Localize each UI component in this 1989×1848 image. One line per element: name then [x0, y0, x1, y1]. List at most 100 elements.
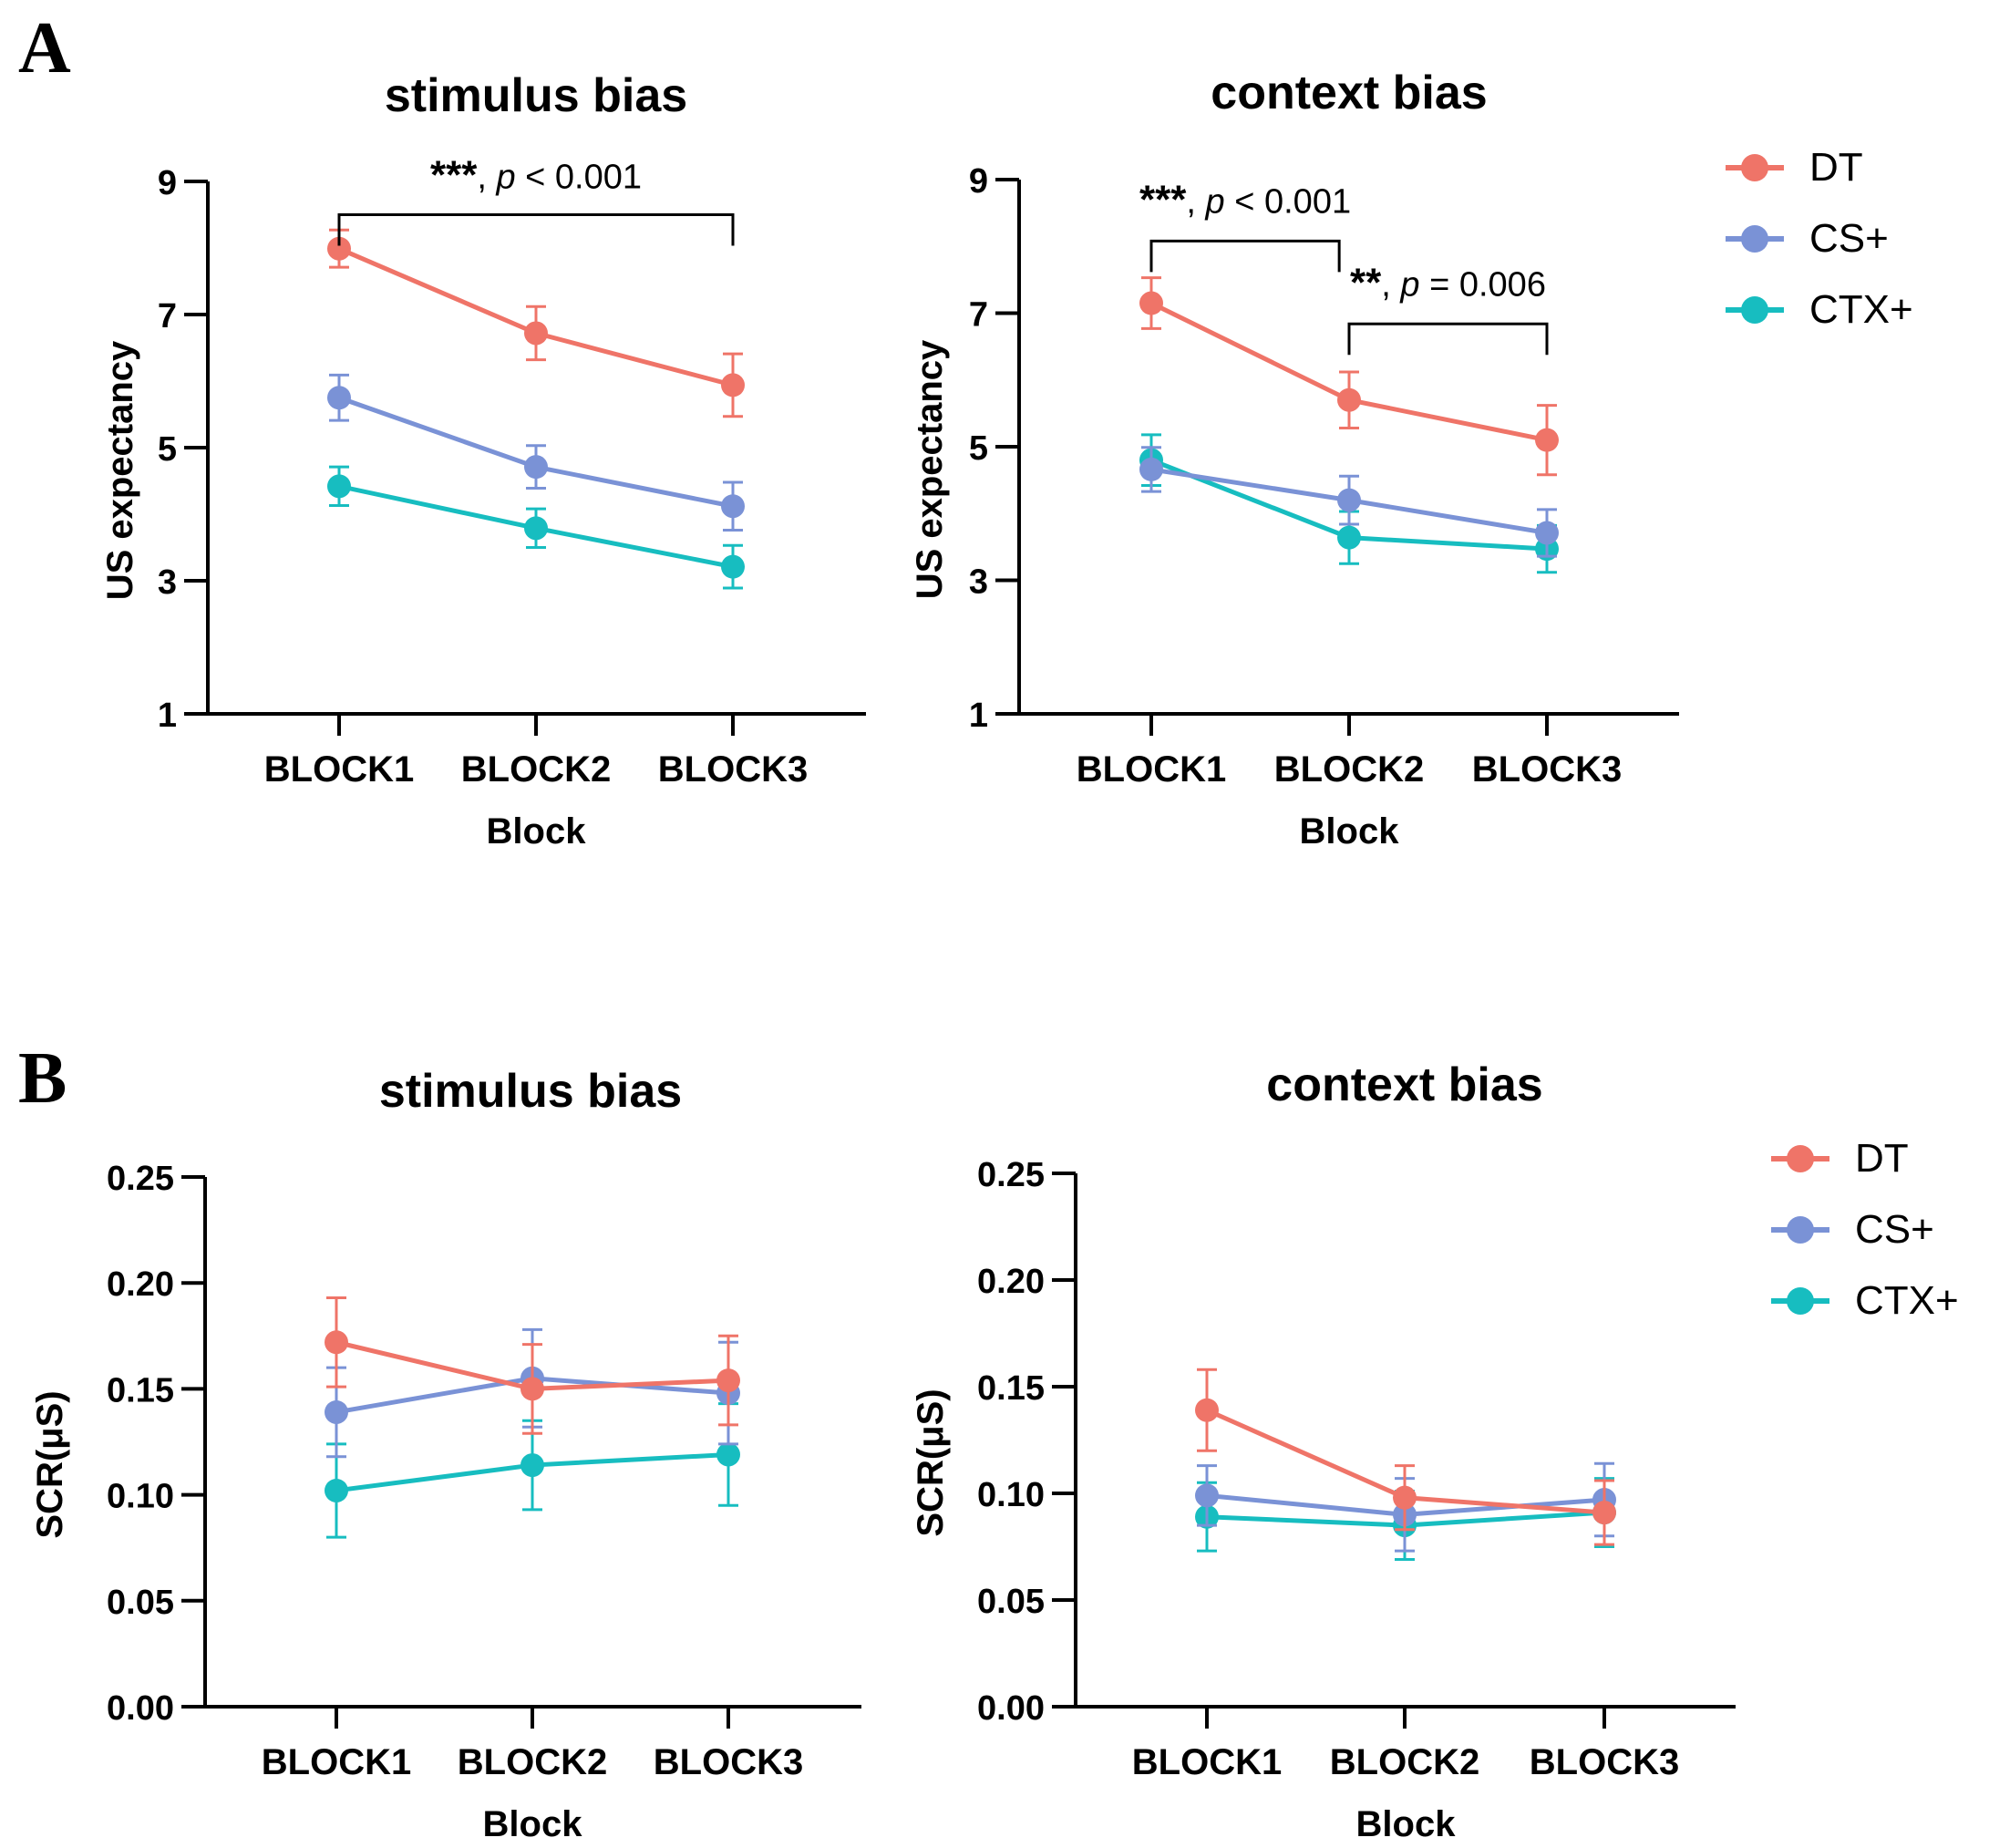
chart-title: stimulus bias [385, 69, 687, 122]
significance-stars: *** [430, 152, 478, 197]
significance-value: < 0.001 [516, 158, 642, 196]
significance-label: ***, p < 0.001 [1139, 178, 1351, 222]
y-tick-label: 7 [969, 296, 988, 335]
x-tick-label: BLOCK3 [658, 749, 808, 790]
legend-label: DT [1855, 1136, 1909, 1181]
data-point [520, 1377, 544, 1401]
data-point [1139, 457, 1163, 481]
significance-stars: *** [1139, 178, 1187, 222]
significance-value: = 0.006 [1420, 265, 1546, 304]
significance-bracket [1149, 239, 1341, 273]
significance-annotation: ***, p < 0.001 [1139, 178, 1351, 273]
legend-swatch-marker [1741, 154, 1768, 181]
data-point [327, 386, 351, 410]
significance-p: p [1205, 183, 1225, 222]
significance-stars: ** [1350, 260, 1382, 305]
data-point [325, 1478, 348, 1502]
significance-sep: , [1381, 265, 1400, 304]
data-point [1535, 521, 1559, 545]
y-tick-label: 9 [969, 162, 988, 201]
legend-label: CS+ [1855, 1207, 1934, 1252]
x-tick-label: BLOCK1 [262, 1742, 411, 1782]
series-dt [325, 1296, 740, 1435]
x-tick-label: BLOCK3 [654, 1742, 803, 1782]
legend-label: DT [1809, 145, 1863, 190]
y-tick-label: 0.10 [107, 1478, 174, 1516]
y-tick-label: 0.05 [977, 1583, 1045, 1621]
series-cs-plus [327, 373, 745, 532]
y-tick-label: 5 [969, 429, 988, 468]
significance-label: **, p = 0.006 [1350, 260, 1546, 305]
x-tick-label: BLOCK2 [458, 1742, 607, 1782]
data-point [327, 474, 351, 499]
chart-b-context: context bias 0.00 0.05 0.10 0.15 0.20 0.25 BLOC… [911, 1058, 1736, 1844]
chart-title: context bias [1211, 67, 1487, 119]
significance-annotation: ***, p < 0.001 [337, 152, 735, 246]
significance-value: < 0.001 [1225, 183, 1351, 222]
y-tick-label: 0.05 [107, 1584, 174, 1622]
x-tick-label: BLOCK2 [461, 749, 611, 790]
chart-a-stimulus: stimulus bias 1 3 5 7 9 BLOCK1 BLOCK2 BLOCK3 Bloc… [100, 69, 866, 852]
x-axis-label: Block [487, 811, 587, 852]
x-axis-label: Block [1300, 811, 1400, 852]
x-tick-label: BLOCK3 [1530, 1742, 1679, 1782]
data-point [1195, 1398, 1219, 1422]
y-tick-label: 0.20 [107, 1265, 174, 1304]
data-point [1592, 1501, 1616, 1525]
y-tick-label: 0.25 [107, 1160, 174, 1198]
data-point [520, 1453, 544, 1478]
chart-a-context: context bias 1 3 5 7 9 BLOCK1 BLOCK2 BLOCK3 Block… [910, 67, 1679, 852]
y-tick-label: 0.25 [977, 1156, 1045, 1194]
data-point [524, 516, 548, 541]
data-point [325, 1330, 348, 1355]
data-point [1337, 525, 1361, 550]
data-point [325, 1399, 348, 1424]
y-tick-label: 3 [158, 563, 177, 602]
y-tick-label: 0.20 [977, 1263, 1045, 1301]
x-tick-label: BLOCK2 [1330, 1742, 1479, 1782]
y-tick-label: 0.00 [107, 1689, 174, 1728]
data-point [721, 554, 745, 579]
y-tick-label: 5 [158, 430, 177, 469]
data-point [1195, 1483, 1219, 1508]
y-tick-label: 1 [969, 697, 988, 735]
y-tick-label: 9 [158, 164, 177, 202]
data-point [524, 321, 548, 346]
x-tick-label: BLOCK1 [1132, 1742, 1282, 1782]
significance-p: p [1399, 265, 1419, 304]
y-axis-label: SCR(μS) [911, 1389, 951, 1536]
legend-label: CS+ [1809, 216, 1889, 261]
y-tick-label: 1 [158, 697, 177, 735]
legend-swatch-marker [1787, 1287, 1814, 1315]
series-ctx-plus [327, 465, 745, 590]
data-point [327, 236, 351, 261]
data-point [1393, 1485, 1417, 1510]
significance-sep: , [477, 158, 496, 196]
y-tick-label: 0.10 [977, 1476, 1045, 1514]
data-point [1337, 488, 1361, 512]
legend-label: CTX+ [1855, 1278, 1959, 1323]
legend-swatch-marker [1787, 1216, 1814, 1244]
panel-label-a: A [18, 8, 71, 88]
x-axis-label: Block [1356, 1804, 1457, 1844]
data-point [721, 373, 745, 397]
legend-swatch-marker [1741, 225, 1768, 253]
series-dt [327, 228, 745, 418]
significance-label: ***, p < 0.001 [430, 152, 642, 197]
series-ctx-plus [325, 1402, 740, 1539]
significance-bracket [337, 213, 735, 246]
y-tick-label: 3 [969, 563, 988, 602]
data-point [524, 455, 548, 480]
chart-b-stimulus: stimulus bias 0.00 0.05 0.10 0.15 0.20 0.25 BLO… [30, 1065, 861, 1844]
data-point [716, 1442, 740, 1467]
significance-sep: , [1186, 183, 1205, 222]
significance-p: p [495, 158, 515, 196]
y-axis-label: SCR(μS) [30, 1390, 70, 1538]
x-tick-label: BLOCK3 [1472, 749, 1622, 790]
chart-title: context bias [1266, 1058, 1542, 1111]
legend-swatch-marker [1787, 1145, 1814, 1172]
significance-bracket [1347, 322, 1549, 356]
significance-annotation: **, p = 0.006 [1347, 260, 1549, 356]
y-tick-label: 0.00 [977, 1689, 1045, 1728]
y-axis-label: US expectancy [910, 339, 950, 599]
